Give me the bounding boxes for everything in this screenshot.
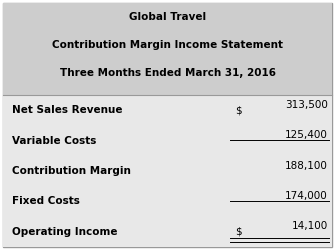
Text: Global Travel: Global Travel bbox=[129, 12, 206, 22]
Text: 125,400: 125,400 bbox=[285, 130, 328, 140]
Text: 14,100: 14,100 bbox=[292, 221, 328, 231]
Text: Operating Income: Operating Income bbox=[12, 227, 118, 237]
Bar bbox=[3, 95, 332, 247]
Text: Variable Costs: Variable Costs bbox=[12, 136, 96, 145]
Bar bbox=[3, 3, 332, 95]
Text: Fixed Costs: Fixed Costs bbox=[12, 196, 80, 206]
Text: $: $ bbox=[235, 227, 241, 237]
Text: 174,000: 174,000 bbox=[285, 191, 328, 201]
Text: 313,500: 313,500 bbox=[285, 100, 328, 110]
Text: Three Months Ended March 31, 2016: Three Months Ended March 31, 2016 bbox=[60, 68, 275, 78]
Text: 188,100: 188,100 bbox=[285, 160, 328, 170]
Text: Contribution Margin Income Statement: Contribution Margin Income Statement bbox=[52, 40, 283, 50]
Text: Contribution Margin: Contribution Margin bbox=[12, 166, 131, 176]
Text: Net Sales Revenue: Net Sales Revenue bbox=[12, 105, 123, 115]
Text: $: $ bbox=[235, 105, 241, 115]
